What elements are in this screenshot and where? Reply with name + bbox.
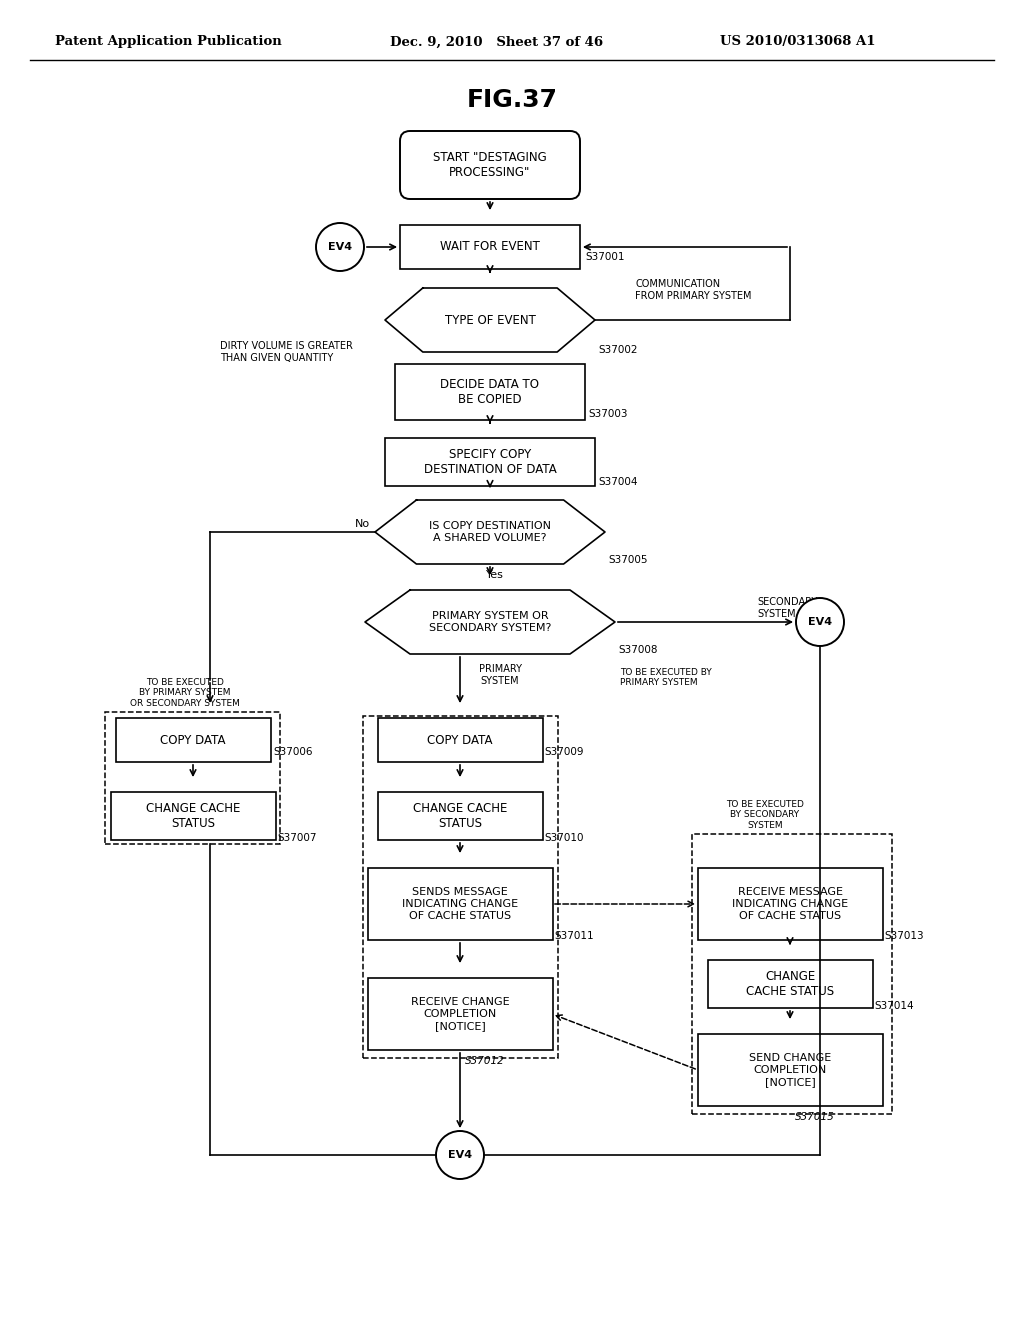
Text: SECONDARY
SYSTEM: SECONDARY SYSTEM — [757, 597, 817, 619]
Text: TYPE OF EVENT: TYPE OF EVENT — [444, 314, 536, 326]
FancyBboxPatch shape — [378, 718, 543, 762]
FancyBboxPatch shape — [116, 718, 270, 762]
Text: START "DESTAGING
PROCESSING": START "DESTAGING PROCESSING" — [433, 150, 547, 180]
Text: S37010: S37010 — [544, 833, 584, 843]
Text: S37004: S37004 — [598, 477, 638, 487]
FancyBboxPatch shape — [368, 869, 553, 940]
Text: EV4: EV4 — [328, 242, 352, 252]
FancyBboxPatch shape — [111, 792, 275, 840]
Text: Patent Application Publication: Patent Application Publication — [55, 36, 282, 49]
Polygon shape — [365, 590, 615, 653]
Text: S37003: S37003 — [588, 409, 628, 418]
Text: CHANGE CACHE
STATUS: CHANGE CACHE STATUS — [145, 803, 241, 830]
Text: RECEIVE CHANGE
COMPLETION
[NOTICE]: RECEIVE CHANGE COMPLETION [NOTICE] — [411, 998, 509, 1031]
Text: TO BE EXECUTED
BY PRIMARY SYSTEM
OR SECONDARY SYSTEM: TO BE EXECUTED BY PRIMARY SYSTEM OR SECO… — [130, 678, 240, 708]
Text: EV4: EV4 — [808, 616, 833, 627]
Text: SENDS MESSAGE
INDICATING CHANGE
OF CACHE STATUS: SENDS MESSAGE INDICATING CHANGE OF CACHE… — [402, 887, 518, 920]
Text: S37015: S37015 — [795, 1111, 835, 1122]
Text: SPECIFY COPY
DESTINATION OF DATA: SPECIFY COPY DESTINATION OF DATA — [424, 447, 556, 477]
FancyBboxPatch shape — [697, 869, 883, 940]
Text: S37002: S37002 — [598, 345, 638, 355]
Text: IS COPY DESTINATION
A SHARED VOLUME?: IS COPY DESTINATION A SHARED VOLUME? — [429, 521, 551, 543]
Text: No: No — [355, 519, 370, 529]
Text: DIRTY VOLUME IS GREATER
THAN GIVEN QUANTITY: DIRTY VOLUME IS GREATER THAN GIVEN QUANT… — [220, 341, 353, 363]
Circle shape — [316, 223, 364, 271]
FancyBboxPatch shape — [400, 131, 580, 199]
Text: S37014: S37014 — [874, 1001, 913, 1011]
Text: S37005: S37005 — [608, 554, 647, 565]
Text: S37013: S37013 — [884, 931, 924, 941]
FancyBboxPatch shape — [697, 1034, 883, 1106]
Text: S37011: S37011 — [554, 931, 594, 941]
FancyBboxPatch shape — [708, 960, 872, 1008]
Text: S37009: S37009 — [544, 747, 584, 756]
Circle shape — [436, 1131, 484, 1179]
Text: S37006: S37006 — [273, 747, 312, 756]
FancyBboxPatch shape — [385, 438, 595, 486]
Text: Yes: Yes — [486, 570, 504, 579]
Text: TO BE EXECUTED BY
PRIMARY SYSTEM: TO BE EXECUTED BY PRIMARY SYSTEM — [620, 668, 712, 688]
Text: DECIDE DATA TO
BE COPIED: DECIDE DATA TO BE COPIED — [440, 378, 540, 407]
Circle shape — [796, 598, 844, 645]
FancyBboxPatch shape — [368, 978, 553, 1049]
Text: COMMUNICATION
FROM PRIMARY SYSTEM: COMMUNICATION FROM PRIMARY SYSTEM — [635, 280, 752, 301]
Text: S37008: S37008 — [618, 645, 657, 655]
FancyBboxPatch shape — [378, 792, 543, 840]
Text: CHANGE
CACHE STATUS: CHANGE CACHE STATUS — [745, 970, 835, 998]
Text: EV4: EV4 — [447, 1150, 472, 1160]
Text: WAIT FOR EVENT: WAIT FOR EVENT — [440, 240, 540, 253]
Text: RECEIVE MESSAGE
INDICATING CHANGE
OF CACHE STATUS: RECEIVE MESSAGE INDICATING CHANGE OF CAC… — [732, 887, 848, 920]
Polygon shape — [375, 500, 605, 564]
Text: COPY DATA: COPY DATA — [160, 734, 225, 747]
Text: S37012: S37012 — [465, 1056, 505, 1067]
Text: PRIMARY SYSTEM OR
SECONDARY SYSTEM?: PRIMARY SYSTEM OR SECONDARY SYSTEM? — [429, 611, 551, 632]
Text: TO BE EXECUTED
BY SECONDARY
SYSTEM: TO BE EXECUTED BY SECONDARY SYSTEM — [726, 800, 804, 830]
Text: COPY DATA: COPY DATA — [427, 734, 493, 747]
Text: FIG.37: FIG.37 — [467, 88, 557, 112]
Text: S37001: S37001 — [585, 252, 625, 261]
Text: SEND CHANGE
COMPLETION
[NOTICE]: SEND CHANGE COMPLETION [NOTICE] — [749, 1053, 831, 1086]
FancyBboxPatch shape — [395, 364, 585, 420]
Text: PRIMARY
SYSTEM: PRIMARY SYSTEM — [478, 664, 521, 685]
Text: S37007: S37007 — [278, 833, 316, 843]
FancyBboxPatch shape — [400, 224, 580, 269]
Text: US 2010/0313068 A1: US 2010/0313068 A1 — [720, 36, 876, 49]
Text: CHANGE CACHE
STATUS: CHANGE CACHE STATUS — [413, 803, 507, 830]
Text: Dec. 9, 2010   Sheet 37 of 46: Dec. 9, 2010 Sheet 37 of 46 — [390, 36, 603, 49]
Polygon shape — [385, 288, 595, 352]
